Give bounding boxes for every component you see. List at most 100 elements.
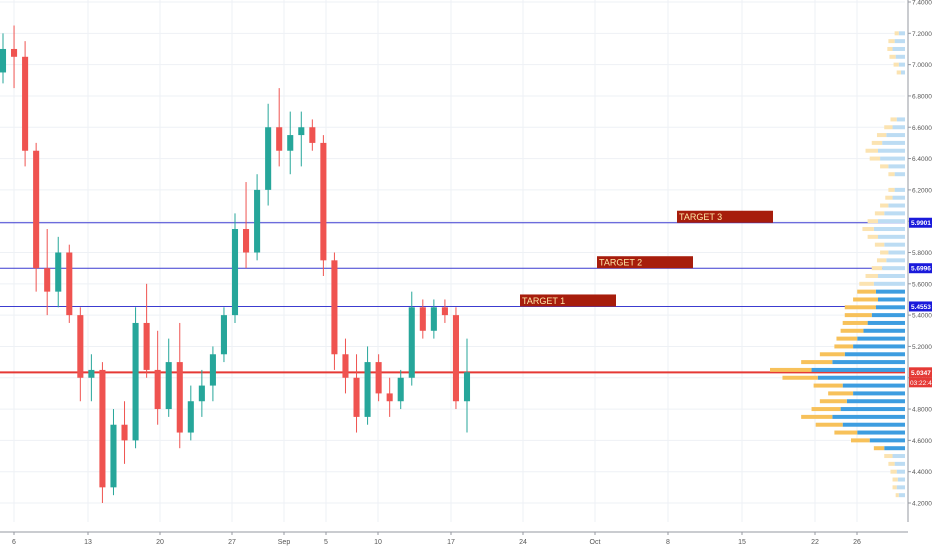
price-badge-label: 5.4553 (911, 304, 931, 311)
y-axis-tick-label: 7.0000 (912, 62, 932, 69)
volume-profile-up-bar (890, 117, 897, 122)
candle-body (143, 322, 150, 370)
volume-profile-up-bar (885, 195, 893, 200)
volume-profile-down-bar (880, 156, 905, 161)
volume-profile-down-bar (842, 422, 905, 427)
volume-profile-up-bar (857, 289, 876, 294)
volume-profile-up-bar (871, 266, 883, 271)
volume-profile-up-bar (844, 313, 872, 318)
candle-body (320, 142, 327, 261)
volume-profile-up-bar (859, 281, 874, 286)
volume-profile-up-bar (865, 273, 878, 278)
volume-profile-down-bar (892, 46, 905, 51)
target-box (597, 256, 693, 269)
grid (0, 0, 905, 522)
price-badge (909, 367, 932, 378)
volume-profile-down-bar (875, 305, 905, 310)
volume-profile-down-bar (846, 399, 905, 404)
volume-profile-up-bar (888, 461, 895, 466)
volume-profile-up-bar (873, 446, 885, 451)
volume-profile-down-bar (898, 493, 905, 498)
candle-body (121, 424, 128, 441)
volume-profile-up-bar (801, 414, 833, 419)
volume-profile-down-bar (811, 367, 905, 372)
volume-profile-down-bar (842, 383, 905, 388)
volume-profile-up-bar (894, 31, 899, 36)
volume-profile-up-bar (880, 164, 889, 169)
candle-body (231, 229, 239, 316)
volume-profile-down-bar (900, 70, 905, 75)
y-axis-tick-label: 4.8000 (912, 407, 932, 414)
volume-profile-down-bar (871, 313, 905, 318)
y-axis-background (908, 0, 932, 550)
price-badge-label: 5.9901 (911, 220, 931, 227)
volume-profile-up-bar (893, 62, 899, 67)
volume-profile-down-bar (897, 477, 905, 482)
volume-profile-up-bar (888, 39, 895, 44)
candle-body (463, 372, 471, 402)
candle-body (220, 315, 227, 355)
volume-profile-up-bar (865, 148, 878, 153)
volume-profile-down-bar (892, 195, 905, 200)
volume-profile-down-bar (878, 219, 905, 224)
volume-profile-down-bar (840, 407, 905, 412)
volume-profile-down-bar (873, 227, 905, 232)
candle-body (198, 385, 205, 402)
volume-profile-down-bar (857, 336, 905, 341)
volume-profile-down-bar (863, 328, 905, 333)
volume-profile-down-bar (898, 31, 905, 36)
volume-profile-down-bar (884, 211, 905, 216)
volume-profile (770, 31, 905, 498)
y-axis-tick-label: 4.6000 (912, 438, 932, 445)
candle-body (419, 307, 426, 331)
volume-profile-up-bar (811, 407, 841, 412)
volume-profile-down-bar (878, 273, 905, 278)
y-axis[interactable]: 7.4000 7.2000 7.0000 6.8000 6.6000 6.4000 6.20… (907, 0, 932, 550)
volume-profile-down-bar (894, 172, 905, 177)
volume-profile-up-bar (828, 391, 854, 396)
volume-profile-up-bar (895, 493, 899, 498)
volume-profile-up-bar (840, 328, 864, 333)
volume-profile-up-bar (867, 219, 878, 224)
candle-body (187, 401, 194, 433)
candle-body (254, 189, 261, 253)
volume-profile-up-bar (813, 383, 843, 388)
x-axis-tick-label: 10 (374, 539, 382, 546)
x-axis[interactable]: 6 13 20 27 Sep 5 10 17 24 Oct 8 15 22 26 (0, 522, 908, 550)
volume-profile-up-bar (896, 70, 901, 75)
y-axis-tick-label: 4.2000 (912, 501, 932, 508)
candle-body (309, 127, 316, 143)
y-axis-tick-label: 5.8000 (912, 250, 932, 257)
candle-body (77, 315, 84, 378)
candle-body (55, 252, 62, 292)
x-axis-tick-label: 8 (666, 539, 670, 546)
volume-profile-up-bar (880, 250, 889, 255)
candle-body (176, 362, 183, 433)
candle-body (44, 268, 51, 292)
volume-profile-down-bar (894, 187, 905, 192)
y-axis-tick-label: 6.8000 (912, 93, 932, 100)
volume-profile-down-bar (878, 148, 905, 153)
target-box (677, 210, 773, 223)
volume-profile-up-bar (888, 172, 895, 177)
candle-body (88, 369, 95, 378)
volume-profile-down-bar (882, 266, 905, 271)
volume-profile-up-bar (862, 227, 874, 232)
x-axis-tick-label: 26 (853, 539, 861, 546)
volume-profile-down-bar (896, 485, 905, 490)
volume-profile-down-bar (867, 320, 905, 325)
x-axis-tick-label: 27 (228, 539, 236, 546)
candle-body (375, 362, 382, 394)
volume-profile-down-bar (853, 391, 905, 396)
volume-profile-up-bar (836, 336, 858, 341)
volume-profile-up-bar (876, 133, 887, 138)
volume-profile-up-bar (892, 477, 898, 482)
volume-profile-down-bar (817, 375, 905, 380)
volume-profile-down-bar (875, 289, 905, 294)
candle-body (265, 127, 272, 190)
target-label: TARGET 1 (522, 296, 565, 306)
candle-body (209, 354, 216, 386)
x-axis-tick-label: 20 (156, 539, 164, 546)
volume-profile-up-bar (890, 469, 897, 474)
volume-profile-up-bar (819, 399, 847, 404)
